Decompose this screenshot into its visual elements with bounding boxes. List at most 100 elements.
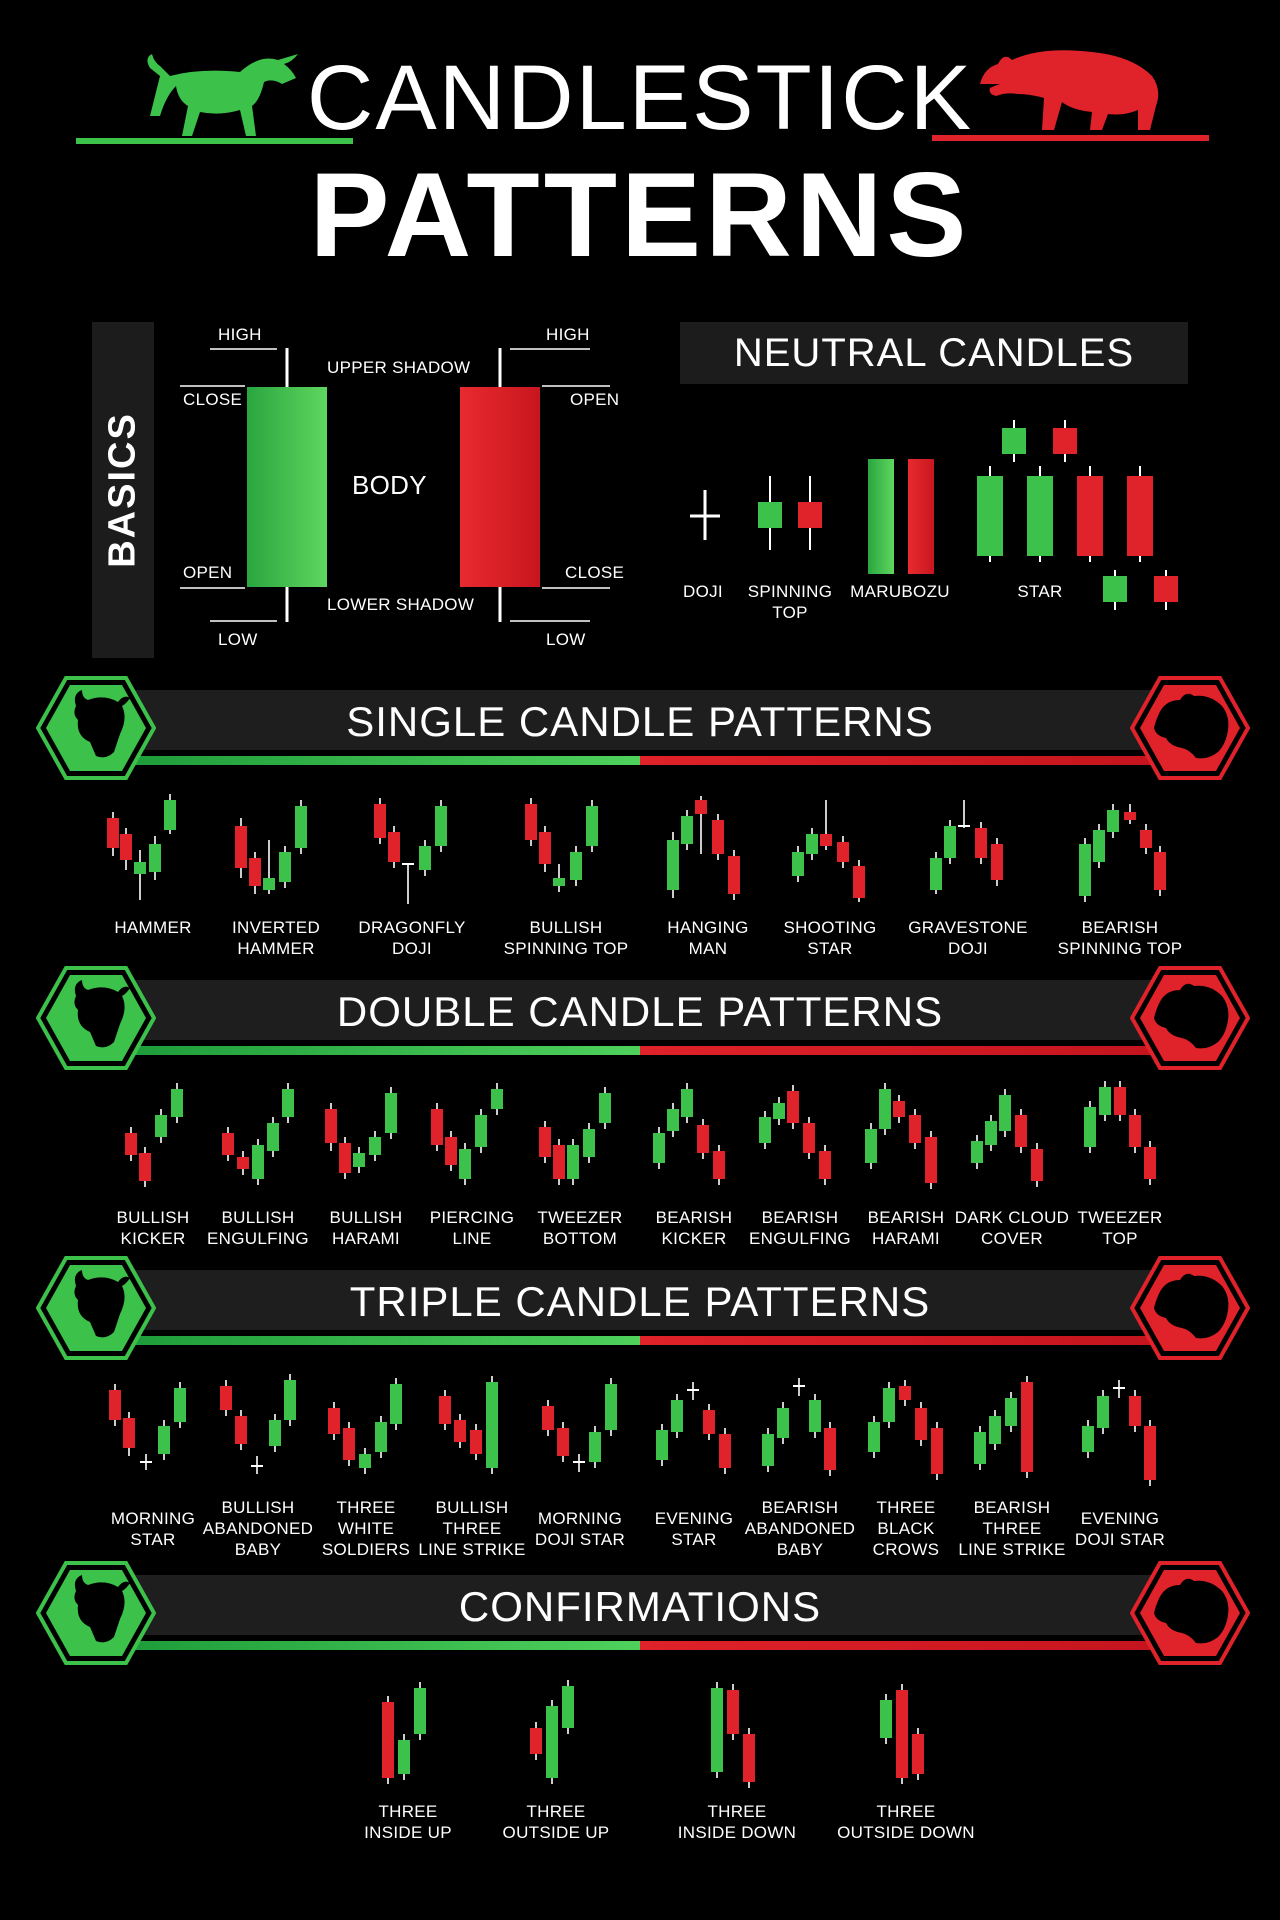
body-label: BODY: [352, 470, 427, 500]
candle-body: [284, 1380, 296, 1420]
candle-body: [667, 1109, 679, 1131]
candle-body: [149, 844, 161, 872]
candle-body: [570, 852, 582, 880]
bear-icon: [980, 50, 1159, 131]
candle-body: [174, 1388, 186, 1422]
candle-body: [539, 1127, 551, 1157]
candle-body: [985, 1121, 997, 1145]
candle-body: [235, 1416, 247, 1444]
candle-body: [727, 1690, 739, 1734]
candle-body: [599, 1093, 611, 1123]
single-pattern-1: [235, 800, 307, 894]
double-pattern-8: [971, 1089, 1043, 1187]
header: CANDLESTICK PATTERNS: [0, 0, 1280, 280]
single-pattern-label: SHOOTING STAR: [783, 918, 877, 958]
section-title: CONFIRMATIONS: [458, 1583, 822, 1630]
candle-body: [909, 1115, 921, 1143]
candle-body: [459, 1149, 471, 1179]
candle-body: [759, 1117, 771, 1143]
candle-body: [282, 1089, 294, 1117]
candle-body: [713, 1151, 725, 1179]
candle-body: [454, 1420, 466, 1442]
bear-hex-icon: [1130, 1256, 1250, 1360]
candle-body: [398, 1740, 410, 1774]
candle-body: [139, 1153, 151, 1181]
candle-body: [975, 828, 987, 858]
candle-body: [743, 1734, 755, 1782]
candle-body: [711, 1688, 723, 1772]
candle-body: [279, 852, 291, 882]
candle-body: [158, 1426, 170, 1454]
confirmations-pattern-label: THREE INSIDE DOWN: [677, 1802, 797, 1842]
star-candles: [977, 420, 1178, 610]
candle-body: [439, 1396, 451, 1424]
doji-candle: [690, 490, 720, 540]
candle-body: [237, 1157, 249, 1169]
candle-body: [912, 1734, 924, 1774]
marubozu-candles: [868, 459, 934, 574]
title-line1: CANDLESTICK: [306, 47, 974, 149]
candle-body: [893, 1101, 905, 1117]
spinning-top-candles: [758, 476, 822, 550]
candle-body: [567, 1145, 579, 1179]
candle-body: [837, 842, 849, 862]
candle-body: [899, 1386, 911, 1400]
candle-body: [542, 1406, 554, 1430]
candle-body: [974, 1432, 986, 1464]
double-pattern-label: BULLISH HARAMI: [329, 1208, 403, 1248]
candle-body: [419, 846, 431, 870]
candle-body: [267, 1123, 279, 1151]
candle-body: [546, 1706, 558, 1778]
candle-body: [820, 834, 832, 846]
section-underline-red: [640, 1336, 1160, 1345]
section-bar: [110, 980, 1170, 1040]
bear-underline: [932, 135, 1209, 141]
candle-body: [991, 844, 1003, 880]
triple-pattern-9: [1082, 1380, 1156, 1486]
candle-body: [803, 1123, 815, 1153]
candle-body: [703, 1410, 715, 1434]
candle-body: [1082, 1426, 1094, 1452]
confirmation-pattern-1: [530, 1680, 574, 1784]
candle-body: [989, 1416, 1001, 1444]
candle-body: [445, 1137, 457, 1165]
candle-body: [134, 862, 146, 874]
candle-body: [809, 1400, 821, 1432]
single-pattern-4: [667, 796, 740, 900]
bear-low-label: LOW: [546, 630, 586, 649]
candle-body: [435, 806, 447, 846]
candle-body: [896, 1690, 908, 1778]
candle-body: [865, 1129, 877, 1163]
candle-body: [883, 1388, 895, 1422]
candle-body: [222, 1133, 234, 1155]
candle-body: [252, 1145, 264, 1179]
candle-body: [385, 1093, 397, 1133]
candle-body: [824, 1428, 836, 1470]
triple-pattern-label: EVENING DOJI STAR: [1074, 1509, 1166, 1549]
section-bar: [110, 1270, 1170, 1330]
double-pattern-4: [539, 1087, 611, 1185]
triple-pattern-label: BEARISH THREE LINE STRIKE: [958, 1498, 1066, 1559]
candle-body: [1097, 1396, 1109, 1428]
candle-body: [1093, 830, 1105, 862]
candle-body: [1084, 1107, 1096, 1147]
double-pattern-label: TWEEZER BOTTOM: [537, 1208, 623, 1248]
candle-body: [1107, 810, 1119, 832]
upper-shadow-label: UPPER SHADOW: [327, 358, 471, 377]
neutral-title: NEUTRAL CANDLES: [733, 331, 1135, 375]
bear-hex-icon: [1130, 676, 1250, 780]
candle-body: [806, 834, 818, 854]
single-pattern-label: GRAVESTONE DOJI: [908, 918, 1028, 958]
candle-body: [1031, 1149, 1043, 1181]
section-title: DOUBLE CANDLE PATTERNS: [336, 988, 944, 1035]
double-candles: [125, 1081, 1156, 1189]
double-pattern-2: [325, 1087, 397, 1179]
candle-body: [1129, 1396, 1141, 1426]
candle-body: [762, 1434, 774, 1466]
triple-pattern-label: BEARISH ABANDONED BABY: [744, 1498, 856, 1559]
candle-body: [853, 866, 865, 898]
candle-body: [220, 1386, 232, 1410]
candle-body: [971, 1141, 983, 1163]
double-pattern-label: TWEEZER TOP: [1077, 1208, 1163, 1248]
triple-pattern-3: [439, 1376, 498, 1474]
